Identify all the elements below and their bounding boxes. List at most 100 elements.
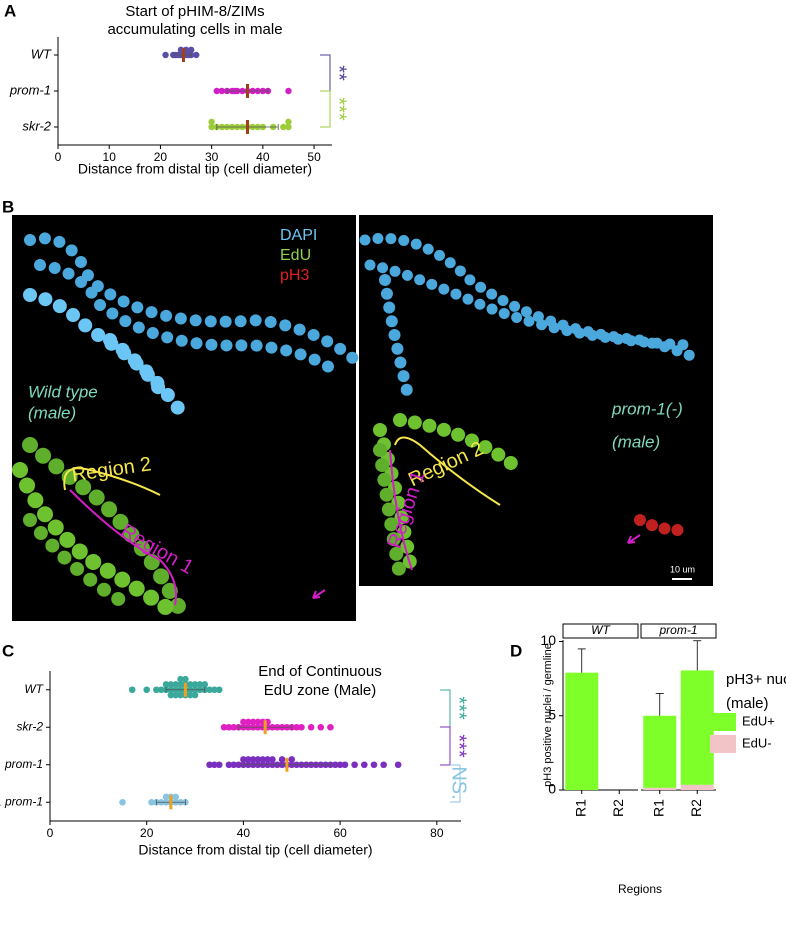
bar (643, 787, 677, 790)
facet-strip (640, 623, 717, 639)
mean-marker (183, 682, 187, 697)
nuclei (12, 232, 706, 618)
genotype-label: (male) (28, 403, 76, 422)
point (370, 761, 378, 769)
point (218, 87, 226, 95)
x-tick-label: 40 (256, 150, 270, 164)
point (220, 723, 228, 731)
point (249, 718, 257, 726)
point (206, 761, 213, 769)
bracket (320, 90, 331, 128)
point (380, 761, 387, 769)
arrow (312, 589, 326, 599)
point (172, 681, 180, 688)
point (360, 761, 368, 769)
point (191, 681, 199, 688)
point (167, 691, 175, 699)
bar (680, 670, 714, 785)
point (119, 798, 126, 806)
point (186, 681, 194, 688)
point (157, 686, 165, 694)
point (269, 756, 276, 763)
point (208, 118, 215, 126)
point (254, 718, 262, 726)
point (259, 756, 267, 763)
region-outline (394, 436, 501, 506)
x-tick-label: 20 (154, 150, 168, 164)
legend-swatch (710, 735, 736, 753)
point (225, 723, 233, 731)
panel-label: D (510, 641, 522, 660)
point (288, 756, 296, 763)
mean-marker (169, 795, 173, 810)
y-tick-label: 0 (548, 781, 556, 797)
point (196, 681, 204, 688)
genotype-label: prom-1(-) (611, 399, 683, 418)
point (172, 793, 180, 801)
chart-title: End of Continuous (258, 663, 381, 680)
x-tick-label: 0 (47, 826, 54, 840)
point (201, 681, 209, 688)
bracket (440, 726, 451, 766)
point (172, 691, 180, 699)
y-axis-label: pH3 positive nuclei / germline (542, 643, 554, 787)
facet-label: prom-1 (658, 623, 697, 637)
significance: *** (328, 97, 350, 121)
point (167, 681, 175, 688)
facet-strip (562, 623, 639, 639)
point (331, 761, 339, 769)
mean-marker (245, 84, 249, 98)
chart-title: accumulating cells in male (107, 21, 282, 38)
point (225, 761, 233, 769)
point (213, 87, 220, 95)
region-outline (63, 467, 161, 496)
point (208, 123, 215, 131)
point (162, 51, 169, 59)
x-tick-label: 20 (140, 826, 154, 840)
bracket (450, 764, 461, 803)
point (153, 686, 160, 694)
panel-label: A (4, 1, 16, 20)
y-tick-label: skr-2 (17, 719, 44, 733)
significance: *** (448, 696, 470, 720)
point (186, 691, 194, 699)
channel-label: pH3 (280, 267, 309, 284)
x-axis-label: Regions (618, 882, 662, 896)
y-tick-label: skr-2 (22, 118, 51, 133)
point (298, 723, 305, 731)
mean-marker (285, 757, 289, 772)
point (351, 761, 358, 769)
point (240, 718, 247, 726)
point (193, 51, 200, 59)
point (187, 46, 195, 54)
point (285, 118, 292, 126)
region-outline (389, 449, 413, 571)
channel-label: EdU (280, 247, 311, 264)
x-tick-label: 10 (103, 150, 117, 164)
significance: NS. (448, 766, 470, 799)
point (162, 681, 170, 688)
point (278, 756, 286, 763)
region-outline (69, 489, 177, 606)
y-tick-label: WT (24, 682, 44, 696)
point (162, 793, 170, 801)
x-axis-label: Distance from distal tip (cell diameter) (78, 161, 312, 177)
y-tick-label: prom-1 (4, 757, 43, 771)
point (143, 686, 151, 694)
bar (680, 784, 714, 790)
y-tick-label: prom-1 (9, 82, 51, 97)
x-axis-label: Distance from distal tip (cell diameter) (138, 842, 372, 858)
facet-label: WT (591, 623, 611, 637)
bar (643, 715, 677, 788)
point (244, 718, 252, 726)
chart-title: EdU zone (Male) (264, 682, 377, 699)
x-tick-label: 60 (333, 826, 347, 840)
point (215, 761, 223, 769)
point (280, 123, 287, 131)
significance: ** (328, 65, 350, 81)
x-tick-label: R2 (688, 799, 704, 817)
genotype-label: (male) (612, 432, 660, 451)
channel-label: DAPI (280, 227, 317, 244)
legend-title: pH3+ nuclei (726, 671, 786, 688)
